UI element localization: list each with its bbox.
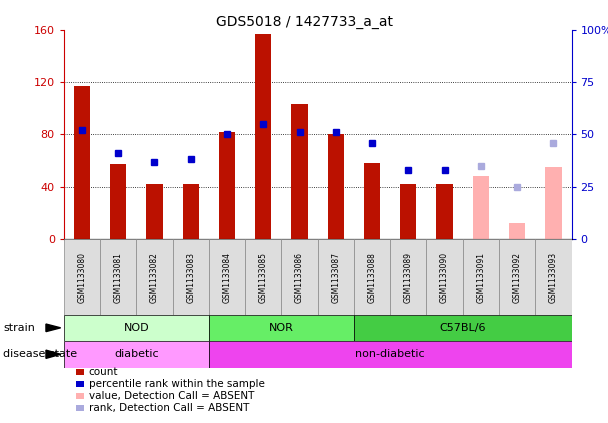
Bar (100, 239, 136, 315)
Text: GSM1133088: GSM1133088 (368, 252, 376, 302)
Bar (182, 184, 199, 239)
Bar (545, 167, 562, 239)
Bar (147, 184, 163, 239)
Bar (282, 239, 317, 315)
Text: value, Detection Call = ABSENT: value, Detection Call = ABSENT (89, 391, 254, 401)
Text: C57BL/6: C57BL/6 (440, 323, 486, 333)
Bar (255, 33, 271, 239)
Text: non-diabetic: non-diabetic (356, 349, 425, 359)
Bar (463, 239, 499, 315)
Bar (364, 163, 380, 239)
Bar (64, 315, 209, 341)
Bar (400, 184, 416, 239)
Bar (328, 135, 344, 239)
Text: strain: strain (3, 323, 35, 333)
Bar (110, 165, 126, 239)
Text: GSM1133092: GSM1133092 (513, 252, 522, 302)
Bar (437, 184, 453, 239)
Text: percentile rank within the sample: percentile rank within the sample (89, 379, 264, 389)
Text: diabetic: diabetic (114, 349, 159, 359)
Text: GDS5018 / 1427733_a_at: GDS5018 / 1427733_a_at (215, 15, 393, 29)
Bar (317, 239, 354, 315)
Text: NOD: NOD (123, 323, 149, 333)
Text: GSM1133082: GSM1133082 (150, 252, 159, 302)
Bar (219, 132, 235, 239)
Bar (209, 315, 354, 341)
Text: GSM1133084: GSM1133084 (223, 252, 232, 302)
Text: rank, Detection Call = ABSENT: rank, Detection Call = ABSENT (89, 403, 249, 413)
Bar (136, 239, 173, 315)
Text: GSM1133089: GSM1133089 (404, 252, 413, 302)
Text: disease state: disease state (3, 349, 77, 359)
Bar (245, 239, 282, 315)
Bar (64, 341, 209, 368)
Bar (426, 239, 463, 315)
Bar (354, 315, 572, 341)
Bar (209, 341, 572, 368)
Polygon shape (46, 324, 61, 332)
Text: count: count (89, 367, 119, 377)
Bar (499, 239, 535, 315)
Text: GSM1133083: GSM1133083 (186, 252, 195, 302)
Bar (64, 239, 100, 315)
Text: GSM1133080: GSM1133080 (77, 252, 86, 302)
Text: NOR: NOR (269, 323, 294, 333)
Bar (173, 239, 209, 315)
Bar (354, 239, 390, 315)
Bar (291, 104, 308, 239)
Text: GSM1133086: GSM1133086 (295, 252, 304, 302)
Polygon shape (46, 350, 61, 358)
Text: GSM1133087: GSM1133087 (331, 252, 340, 302)
Bar (472, 176, 489, 239)
Text: GSM1133093: GSM1133093 (549, 252, 558, 302)
Bar (509, 223, 525, 239)
Bar (209, 239, 245, 315)
Bar (535, 239, 572, 315)
Bar (390, 239, 426, 315)
Text: GSM1133090: GSM1133090 (440, 252, 449, 302)
Bar (74, 86, 90, 239)
Text: GSM1133091: GSM1133091 (476, 252, 485, 302)
Text: GSM1133085: GSM1133085 (259, 252, 268, 302)
Text: GSM1133081: GSM1133081 (114, 252, 123, 302)
